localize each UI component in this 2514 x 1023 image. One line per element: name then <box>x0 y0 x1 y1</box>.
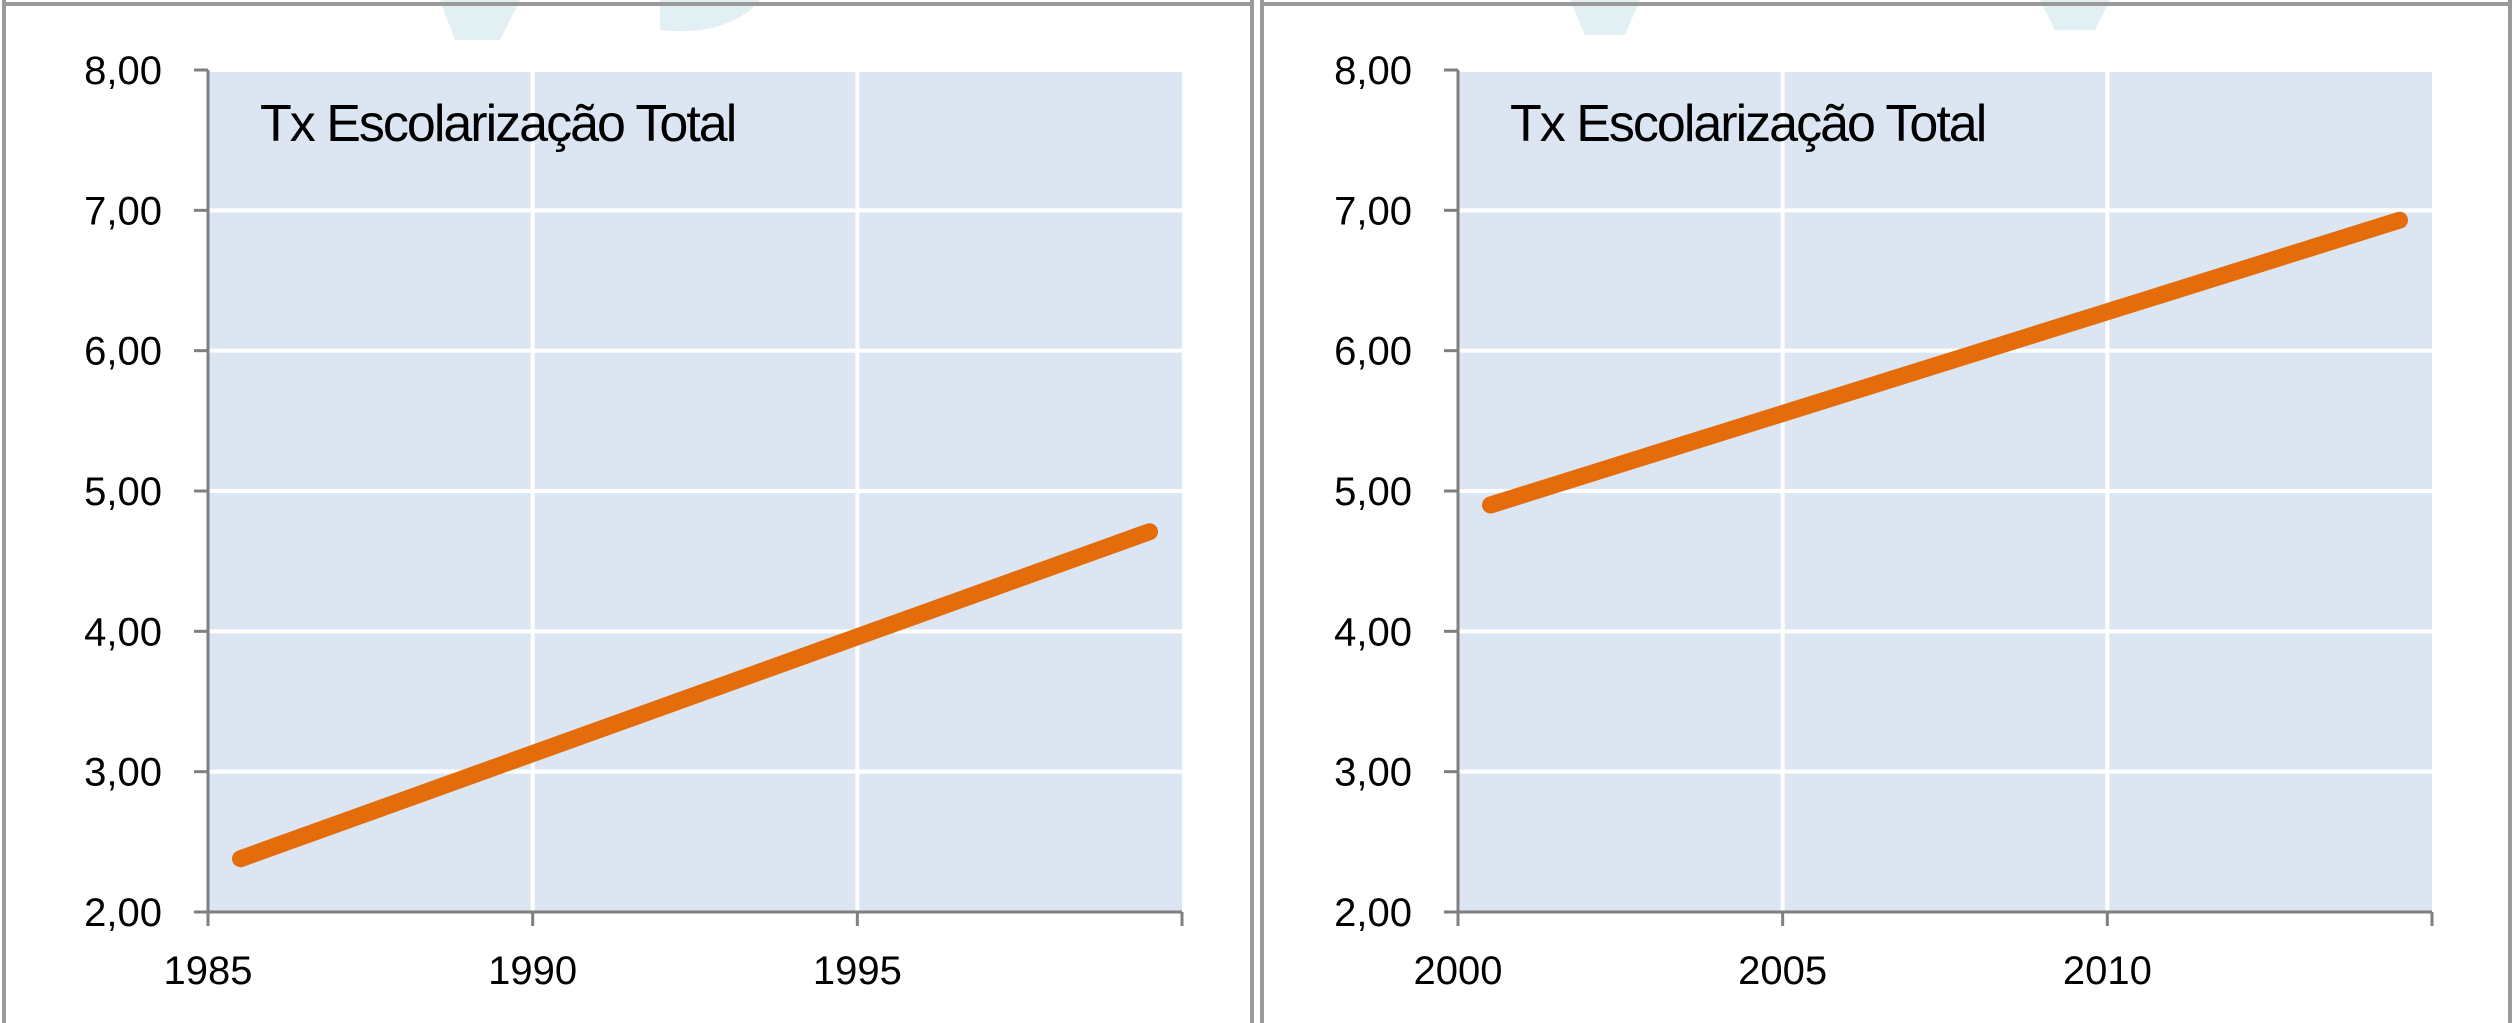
chart-title: Tx Escolarização Total <box>260 95 735 153</box>
chart-left: 2,00 3,00 4,00 5,00 6,00 7,00 8,00 1985 1990 1995… <box>84 49 1184 993</box>
y-tick-label: 8,00 <box>1334 49 1412 93</box>
y-tick-label: 7,00 <box>84 189 162 233</box>
y-tick-label: 3,00 <box>1334 751 1412 795</box>
y-tick-label: 6,00 <box>1334 330 1412 374</box>
chart-title: Tx Escolarização Total <box>1510 95 1985 153</box>
series-line <box>232 523 1158 868</box>
y-tick-label: 4,00 <box>1334 610 1412 654</box>
chart-right: 2,00 3,00 4,00 5,00 6,00 7,00 8,00 2000 2005 2010… <box>1334 49 2434 993</box>
x-tick-label: 2005 <box>1738 949 1827 993</box>
series-line <box>1482 211 2408 514</box>
y-tick-label: 5,00 <box>1334 470 1412 514</box>
y-tick-label: 6,00 <box>84 330 162 374</box>
y-tick-label: 4,00 <box>84 610 162 654</box>
y-tick-label: 2,00 <box>84 891 162 935</box>
y-tick-label: 7,00 <box>1334 189 1412 233</box>
y-tick-label: 2,00 <box>1334 891 1412 935</box>
x-tick-label: 1985 <box>164 949 253 993</box>
y-tick-label: 8,00 <box>84 49 162 93</box>
x-tick-label: 2000 <box>1414 949 1503 993</box>
y-tick-label: 3,00 <box>84 751 162 795</box>
x-tick-label: 1990 <box>488 949 577 993</box>
x-tick-label: 1995 <box>813 949 902 993</box>
y-tick-label: 5,00 <box>84 470 162 514</box>
background-watermark <box>440 0 2110 40</box>
x-tick-label: 2010 <box>2063 949 2152 993</box>
